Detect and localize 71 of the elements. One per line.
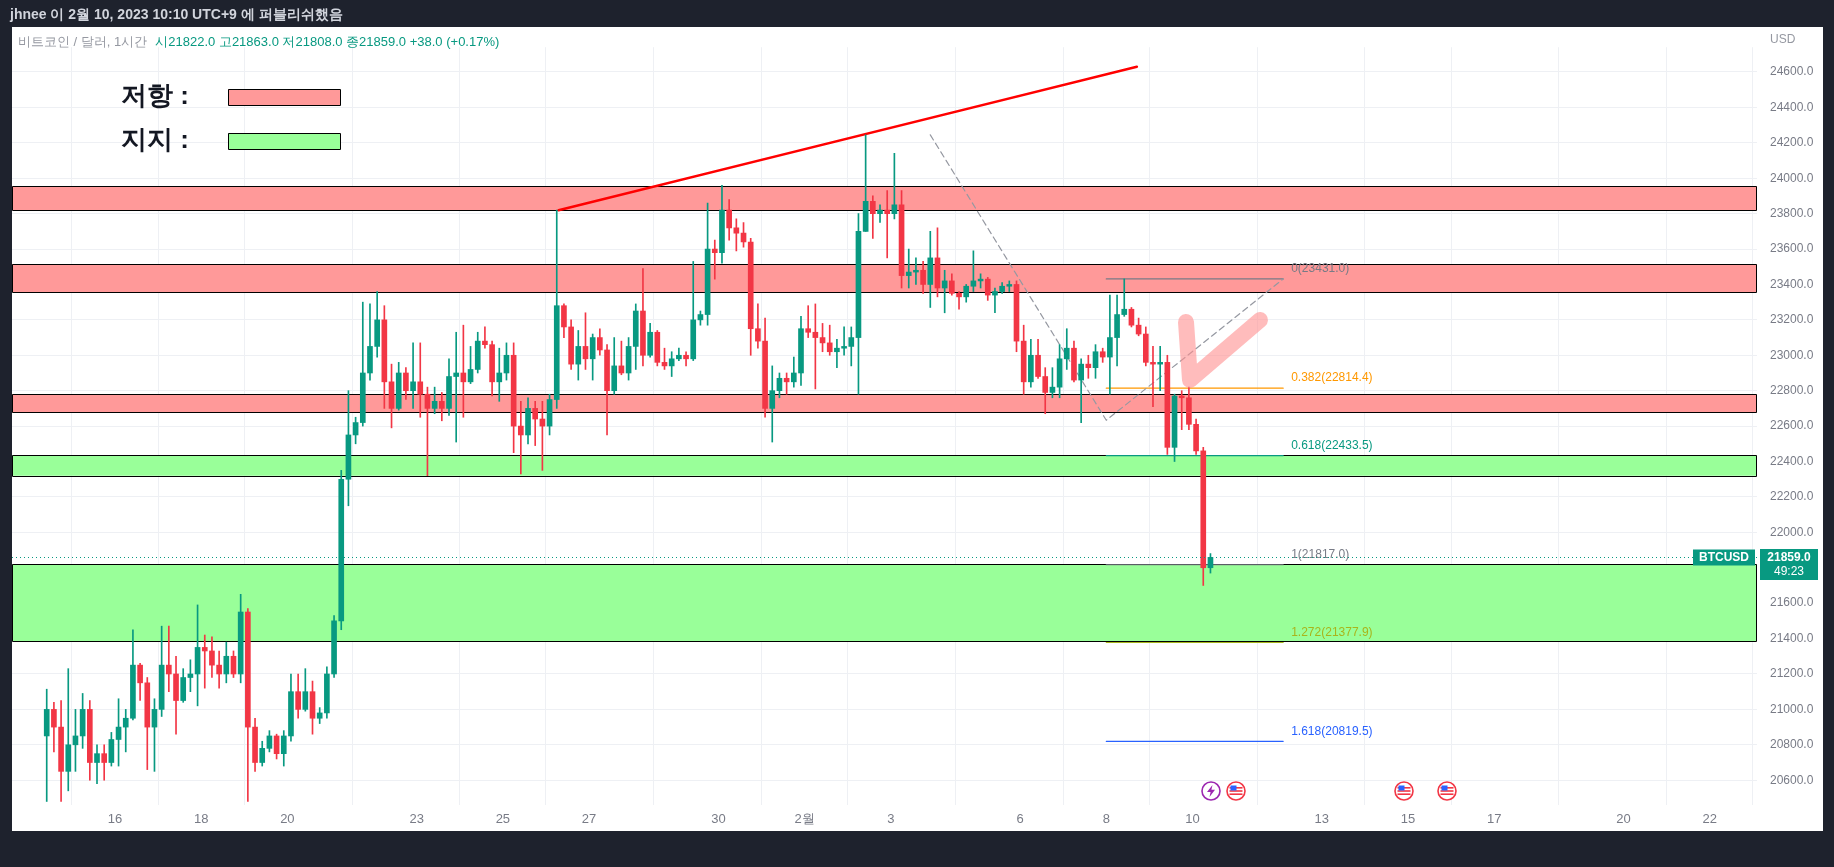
candlestick [1063,328,1070,370]
y-tick-label: 23800.0 [1770,205,1814,220]
y-tick-label: 23400.0 [1770,276,1814,291]
chart-subtitle: 시21822.0 고21863.0 저21808.0 종21859.0 +38.0 (+0.17%) [155,33,500,49]
candlestick [518,400,524,475]
candlestick [94,744,100,785]
series-label: 1(21817.0) [1291,547,1350,562]
text: 49:23 [1773,563,1805,578]
y-tick-label: 24600.0 [1770,64,1814,79]
ref-line-label: BTCUSD [1699,549,1750,564]
x-tick-label: 16 [107,811,123,827]
text: jhnee 이 2월 10, 2023 10:10 UTC+9 에 퍼블리쉬했음 [10,5,343,23]
candlestick [877,204,883,223]
x-tick-label: 6 [1016,811,1024,827]
candlestick [166,625,172,693]
y-axis-title: USD [1770,32,1796,47]
y-tick-label: 21400.0 [1770,630,1814,645]
legend-label: 저항 : [121,80,189,111]
x-tick-label: 18 [193,811,209,827]
candlestick [43,688,50,802]
candlestick [905,248,912,289]
y-tick-label: 23000.0 [1770,347,1814,362]
x-tick-label: 17 [1486,811,1502,827]
x-tick-label: 22 [1702,811,1717,827]
series-label: 0.618(22433.5) [1291,437,1373,452]
x-tick-label: 25 [495,811,511,827]
x-tick-label: 27 [581,811,597,827]
candlestick [101,744,108,781]
candlestick [496,347,503,402]
y-tick-label: 21200.0 [1770,666,1814,681]
y-tick-label: 24200.0 [1770,135,1814,150]
candlestick [65,668,72,792]
y-tick-label: 22600.0 [1770,418,1814,433]
candlestick [410,342,416,409]
x-tick-label: 10 [1185,811,1200,827]
y-tick-label: 20600.0 [1770,772,1814,787]
y-tick-label: 23200.0 [1770,312,1814,327]
x-tick-label: 30 [711,811,726,827]
x-tick-label: 23 [409,811,424,827]
series-label: 1.618(20819.5) [1291,723,1373,738]
candlestick [417,342,424,418]
x-tick-label: 2월 [794,811,815,827]
y-tick-label: 21000.0 [1770,701,1814,716]
y-tick-label: 24400.0 [1770,99,1814,114]
x-tick-label: 20 [280,811,295,827]
series-label: 0(23431.0) [1291,261,1350,276]
x-tick-label: 15 [1400,811,1416,827]
y-tick-label: 22400.0 [1770,453,1814,468]
x-tick-label: 13 [1314,811,1330,827]
y-tick-label: 22200.0 [1770,489,1814,504]
y-tick-label: 23600.0 [1770,241,1814,256]
chart-title: 비트코인 / 달러, 1시간 [18,33,148,49]
candlestick [1078,358,1084,423]
candlestick [805,305,812,338]
text: 21859.0 [1767,549,1812,564]
candlestick [884,190,891,259]
legend-label: 지지 : [121,124,189,155]
candlestick [769,365,776,443]
candlestick [201,634,208,689]
series-label: 1.272(21377.9) [1291,624,1373,639]
y-tick-label: 24000.0 [1770,170,1814,185]
candlestick [532,400,539,446]
x-tick-label: 3 [887,811,895,827]
x-tick-label: 8 [1102,811,1110,827]
series-label: 0.382(22814.4) [1291,370,1373,385]
y-tick-label: 21600.0 [1770,595,1814,610]
y-tick-label: 22000.0 [1770,524,1814,539]
y-tick-label: 20800.0 [1770,737,1814,752]
x-tick-label: 20 [1616,811,1631,827]
candlestick [711,239,718,280]
y-tick-label: 22800.0 [1770,383,1814,397]
